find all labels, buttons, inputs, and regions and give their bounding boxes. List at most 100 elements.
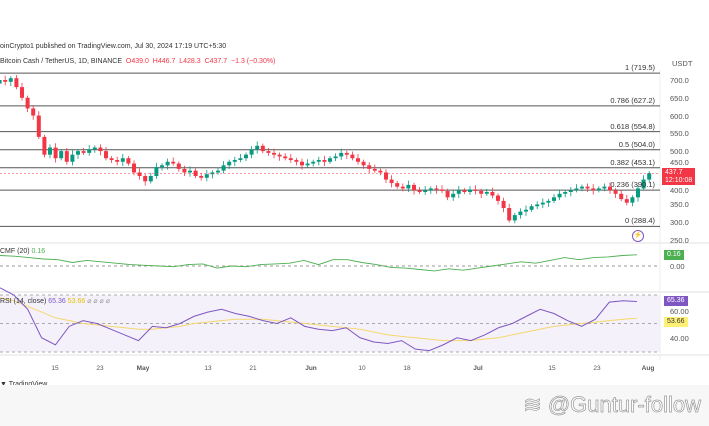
lightning-icon[interactable]: ⚡ xyxy=(632,230,644,242)
candle-body xyxy=(339,152,344,157)
candle-body xyxy=(53,147,58,159)
fib-label: 0.786 (627.2) xyxy=(610,95,655,105)
candle-body xyxy=(378,170,383,173)
candle-body xyxy=(76,151,80,155)
candle-body xyxy=(596,188,601,191)
candle-body xyxy=(255,145,260,150)
candle-body xyxy=(238,158,243,160)
candle-body xyxy=(456,190,461,194)
x-tick: 23 xyxy=(593,365,601,372)
candle-body xyxy=(636,188,640,198)
candle-body xyxy=(445,190,450,198)
candle-body xyxy=(31,108,36,116)
price-tick: 700.0 xyxy=(670,76,689,85)
x-tick: Aug xyxy=(641,365,655,372)
candle-body xyxy=(552,197,556,201)
candle-body xyxy=(479,190,484,194)
candle-body xyxy=(288,158,293,160)
ohlc-close: C437.7 xyxy=(204,58,228,65)
rsi-tick-40: 40.00 xyxy=(670,334,689,343)
candle-body xyxy=(563,192,568,194)
candle-body xyxy=(501,200,506,208)
candle-body xyxy=(64,151,69,162)
candle-body xyxy=(580,186,584,189)
candle-body xyxy=(171,161,176,164)
ohlc-change: −1.3 (−0.30%) xyxy=(231,58,276,65)
candle-body xyxy=(389,179,394,184)
cmf-line xyxy=(0,254,638,272)
candle-body xyxy=(647,173,652,180)
candle-body xyxy=(48,147,52,155)
candle-body xyxy=(585,186,590,189)
candle-body xyxy=(59,151,64,159)
x-tick: May xyxy=(136,365,150,372)
candle-body xyxy=(14,78,19,88)
candle-body xyxy=(160,165,164,168)
x-tick: 13 xyxy=(204,365,212,372)
x-tick: Jul xyxy=(473,365,483,372)
candle-body xyxy=(641,179,646,189)
price-tick: 250.0 xyxy=(670,236,689,245)
candle-body xyxy=(423,190,428,192)
candle-body xyxy=(546,200,551,203)
tradingview-brand: ▼ TradingView xyxy=(0,381,47,388)
price-tick: 450.0 xyxy=(670,157,689,167)
candle-body xyxy=(518,211,523,216)
candle-body xyxy=(193,170,198,176)
rsi-legend: RSI (14, close) 65.36 53.66 ⌀ ⌀ ⌀ ⌀ xyxy=(0,298,110,305)
candle-body xyxy=(249,149,254,155)
candle-body xyxy=(115,160,120,162)
x-tick: 21 xyxy=(249,365,257,372)
price-tick: 600.0 xyxy=(670,111,689,121)
candle-body xyxy=(630,197,635,203)
candle-body xyxy=(148,176,153,182)
x-tick: 23 xyxy=(96,365,104,372)
candle-body xyxy=(350,154,355,159)
candle-body xyxy=(451,193,456,198)
candle-body xyxy=(87,149,92,153)
candle-body xyxy=(92,147,97,150)
ohlc-low: L428.3 xyxy=(179,58,201,65)
cmf-zero-tick: 0.00 xyxy=(670,262,685,271)
candle-body xyxy=(305,163,310,166)
candle-body xyxy=(132,163,136,173)
price-chart[interactable] xyxy=(0,0,709,385)
candle-body xyxy=(126,158,131,164)
candle-body xyxy=(316,160,321,162)
candle-body xyxy=(260,145,265,152)
fib-label: 0.618 (554.8) xyxy=(610,121,655,131)
candle-body xyxy=(182,168,187,173)
rsi-line xyxy=(0,287,638,352)
price-tick: 500.0 xyxy=(670,147,689,157)
candle-body xyxy=(434,188,439,190)
candle-body xyxy=(277,154,282,157)
candle-body xyxy=(165,161,170,166)
candle-body xyxy=(624,199,629,203)
candle-body xyxy=(109,158,114,160)
candle-body xyxy=(221,165,226,171)
candle-body xyxy=(473,189,478,191)
candle-body xyxy=(42,136,47,155)
candle-body xyxy=(356,158,360,162)
candle-body xyxy=(81,151,86,153)
candle-body xyxy=(344,152,349,155)
price-tick: 300.0 xyxy=(670,218,689,228)
candle-body xyxy=(529,206,534,210)
price-tick: 650.0 xyxy=(670,93,689,103)
price-tick: 400.0 xyxy=(670,185,689,195)
cmf-legend: CMF (20) 0.16 xyxy=(0,248,46,255)
candle-body xyxy=(524,209,528,212)
price-tick: 350.0 xyxy=(670,200,689,210)
candle-body xyxy=(412,184,416,191)
candle-body xyxy=(507,208,512,221)
last-price: 437.7 xyxy=(665,169,683,176)
candle-body xyxy=(496,195,500,201)
fib-label: 0.382 (453.1) xyxy=(610,157,655,167)
candle-body xyxy=(462,190,467,192)
candle-body xyxy=(20,87,24,98)
candle-body xyxy=(328,158,332,162)
x-tick: 15 xyxy=(51,365,59,372)
candle-body xyxy=(216,170,220,173)
candle-body xyxy=(591,188,596,191)
candle-body xyxy=(272,152,276,155)
